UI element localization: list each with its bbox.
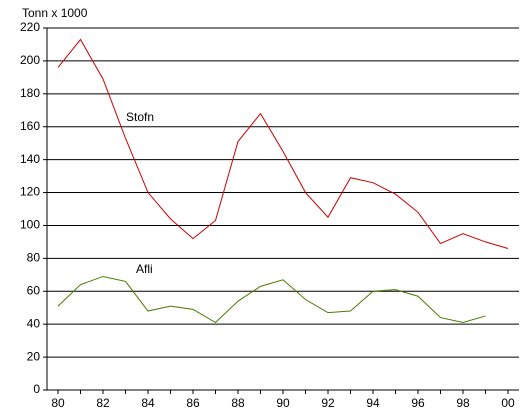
- y-tick-label: 100: [20, 218, 40, 232]
- series-label: Stofn: [126, 110, 154, 124]
- x-tick-label: 90: [276, 396, 290, 410]
- x-tick-label: 00: [501, 396, 515, 410]
- x-tick-label: 92: [321, 396, 335, 410]
- y-tick-label: 60: [27, 283, 41, 297]
- chart-title: Tonn x 1000: [22, 6, 88, 20]
- y-tick-label: 200: [20, 53, 40, 67]
- y-tick-label: 220: [20, 20, 40, 34]
- y-tick-label: 80: [27, 251, 41, 265]
- line-series: [57, 275, 486, 324]
- x-tick-label: 80: [51, 396, 65, 410]
- x-tick-label: 94: [366, 396, 380, 410]
- x-tick-label: 86: [186, 396, 200, 410]
- y-tick-label: 0: [33, 382, 40, 396]
- y-tick-label: 120: [20, 185, 40, 199]
- y-tick-label: 140: [20, 152, 40, 166]
- y-tick-label: 180: [20, 86, 40, 100]
- series-label: Afli: [136, 262, 153, 276]
- x-tick-label: 88: [231, 396, 245, 410]
- x-tick-label: 84: [141, 396, 155, 410]
- y-tick-label: 40: [27, 316, 41, 330]
- x-tick-label: 98: [456, 396, 470, 410]
- line-series: [57, 38, 509, 249]
- x-tick-label: 82: [96, 396, 110, 410]
- x-tick-label: 96: [411, 396, 425, 410]
- y-tick-label: 160: [20, 119, 40, 133]
- y-tick-label: 20: [27, 349, 41, 363]
